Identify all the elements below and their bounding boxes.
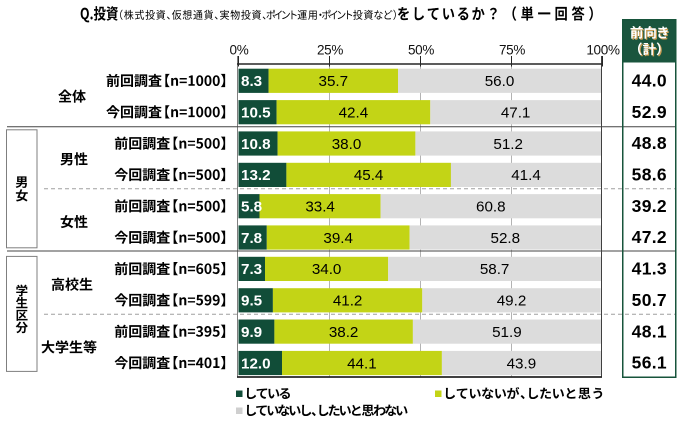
svg-text:75%: 75%: [499, 42, 525, 57]
svg-text:48.8: 48.8: [632, 133, 667, 153]
svg-text:45.4: 45.4: [354, 167, 384, 184]
svg-text:56.1: 56.1: [632, 353, 667, 373]
svg-text:52.8: 52.8: [491, 230, 521, 247]
svg-text:12.0: 12.0: [241, 355, 271, 372]
svg-text:0%: 0%: [230, 42, 249, 57]
svg-text:10.8: 10.8: [241, 136, 271, 153]
svg-text:25%: 25%: [317, 42, 343, 57]
svg-text:49.2: 49.2: [497, 293, 527, 310]
svg-text:44.1: 44.1: [347, 355, 377, 372]
svg-text:50%: 50%: [408, 42, 434, 57]
svg-text:39.2: 39.2: [632, 196, 667, 216]
svg-text:51.9: 51.9: [492, 324, 522, 341]
svg-text:13.2: 13.2: [241, 167, 271, 184]
svg-text:41.4: 41.4: [511, 167, 541, 184]
svg-text:42.4: 42.4: [339, 105, 369, 122]
svg-text:51.2: 51.2: [493, 136, 523, 153]
svg-text:38.2: 38.2: [329, 324, 359, 341]
svg-text:33.4: 33.4: [305, 199, 335, 216]
svg-text:60.8: 60.8: [476, 199, 506, 216]
svg-text:10.5: 10.5: [241, 105, 271, 122]
svg-text:39.4: 39.4: [323, 230, 353, 247]
svg-text:47.1: 47.1: [501, 105, 531, 122]
svg-text:8.3: 8.3: [241, 73, 262, 90]
svg-text:43.9: 43.9: [507, 355, 537, 372]
svg-text:50.7: 50.7: [632, 290, 667, 310]
svg-text:58.7: 58.7: [480, 261, 510, 278]
svg-text:52.9: 52.9: [632, 102, 667, 122]
svg-text:100%: 100%: [586, 42, 620, 57]
svg-text:5.8: 5.8: [241, 199, 262, 216]
svg-text:58.6: 58.6: [632, 165, 667, 185]
svg-text:35.7: 35.7: [319, 73, 349, 90]
svg-text:44.0: 44.0: [632, 71, 667, 91]
svg-text:34.0: 34.0: [312, 261, 342, 278]
svg-text:48.1: 48.1: [632, 321, 667, 341]
svg-text:7.8: 7.8: [241, 230, 262, 247]
svg-text:9.9: 9.9: [241, 324, 262, 341]
svg-text:41.2: 41.2: [333, 293, 363, 310]
svg-text:9.5: 9.5: [241, 293, 263, 310]
svg-text:56.0: 56.0: [485, 73, 515, 90]
svg-text:38.0: 38.0: [332, 136, 362, 153]
svg-text:41.3: 41.3: [632, 259, 667, 279]
svg-text:47.2: 47.2: [632, 227, 667, 247]
svg-text:7.3: 7.3: [241, 261, 262, 278]
